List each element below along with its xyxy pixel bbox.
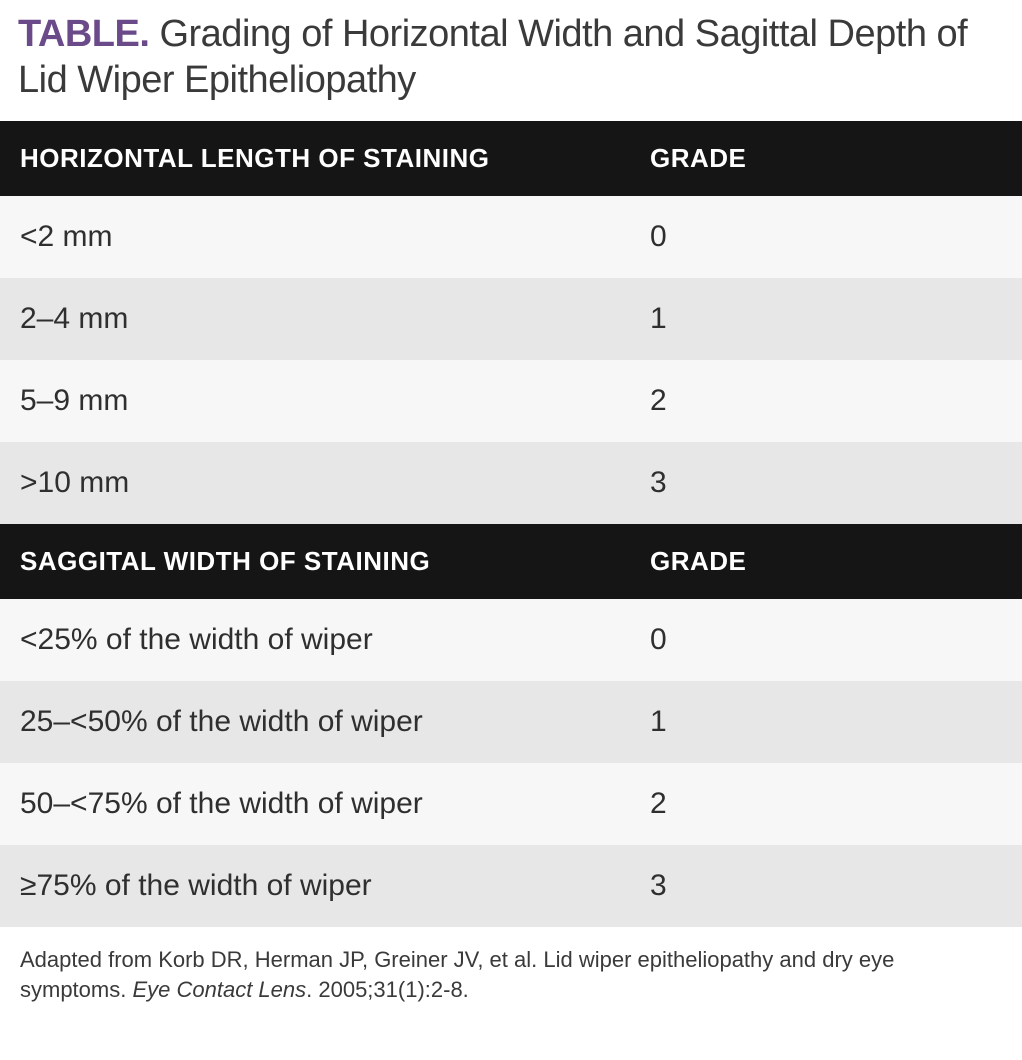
- cell-grade: 2: [630, 360, 1022, 442]
- table-row: 5–9 mm2: [0, 360, 1022, 442]
- cell-grade: 3: [630, 845, 1022, 927]
- cell-grade: 2: [630, 763, 1022, 845]
- cell-measure: <2 mm: [0, 196, 630, 278]
- table-row: 25–<50% of the width of wiper1: [0, 681, 1022, 763]
- cell-grade: 3: [630, 442, 1022, 524]
- cell-measure: 2–4 mm: [0, 278, 630, 360]
- caption-label: TABLE.: [18, 13, 149, 55]
- cell-grade: 1: [630, 278, 1022, 360]
- cell-measure: >10 mm: [0, 442, 630, 524]
- section-header-right: GRADE: [630, 524, 1022, 599]
- cell-grade: 1: [630, 681, 1022, 763]
- section-header-left: HORIZONTAL LENGTH OF STAINING: [0, 121, 630, 196]
- table-row: <25% of the width of wiper0: [0, 599, 1022, 681]
- table-row: <2 mm0: [0, 196, 1022, 278]
- table-row: 2–4 mm1: [0, 278, 1022, 360]
- cell-measure: 25–<50% of the width of wiper: [0, 681, 630, 763]
- table-caption: TABLE. Grading of Horizontal Width and S…: [0, 0, 1022, 121]
- cell-grade: 0: [630, 196, 1022, 278]
- table-row: ≥75% of the width of wiper3: [0, 845, 1022, 927]
- section-header-row: SAGGITAL WIDTH OF STAININGGRADE: [0, 524, 1022, 599]
- footnote-italic: Eye Contact Lens: [132, 977, 306, 1002]
- footnote-post: . 2005;31(1):2-8.: [306, 977, 469, 1002]
- cell-measure: <25% of the width of wiper: [0, 599, 630, 681]
- table-container: TABLE. Grading of Horizontal Width and S…: [0, 0, 1022, 1029]
- section-header-right: GRADE: [630, 121, 1022, 196]
- caption-text: Grading of Horizontal Width and Sagittal…: [18, 13, 967, 101]
- cell-measure: ≥75% of the width of wiper: [0, 845, 630, 927]
- grading-table: HORIZONTAL LENGTH OF STAININGGRADE<2 mm0…: [0, 121, 1022, 927]
- cell-measure: 50–<75% of the width of wiper: [0, 763, 630, 845]
- section-header-left: SAGGITAL WIDTH OF STAINING: [0, 524, 630, 599]
- cell-measure: 5–9 mm: [0, 360, 630, 442]
- cell-grade: 0: [630, 599, 1022, 681]
- table-row: >10 mm3: [0, 442, 1022, 524]
- table-row: 50–<75% of the width of wiper2: [0, 763, 1022, 845]
- section-header-row: HORIZONTAL LENGTH OF STAININGGRADE: [0, 121, 1022, 196]
- table-footnote: Adapted from Korb DR, Herman JP, Greiner…: [0, 927, 1022, 1028]
